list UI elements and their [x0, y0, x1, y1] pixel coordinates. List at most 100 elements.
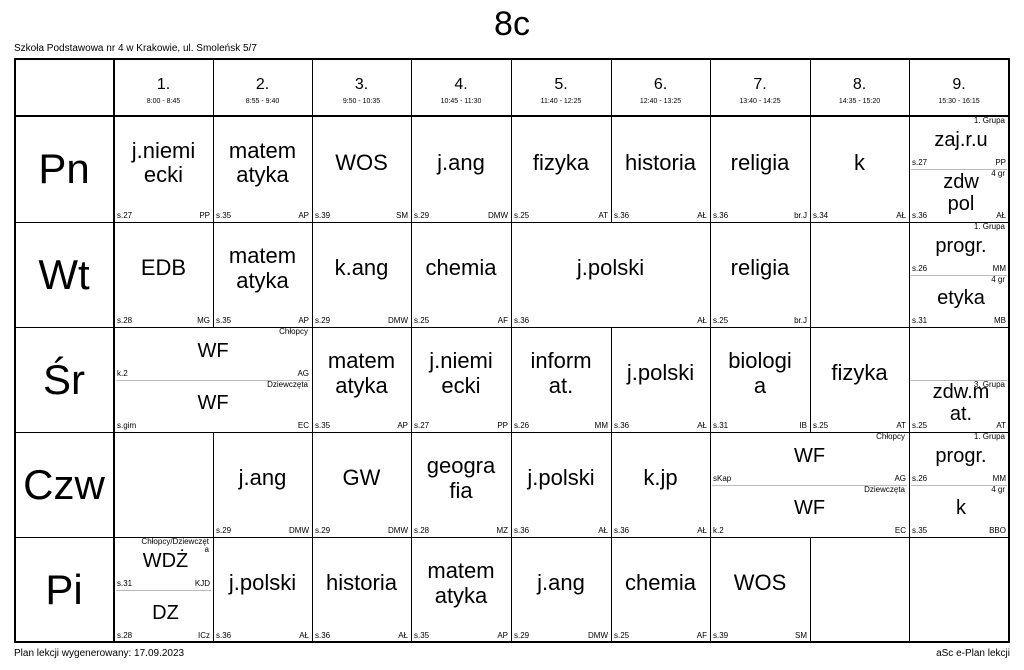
- lesson-cell[interactable]: WF Dziewczęta s.gim EC: [114, 380, 312, 432]
- lesson-subject: WF: [793, 444, 826, 467]
- lesson-room: s.36: [614, 211, 630, 220]
- lesson-room: s.36: [912, 211, 928, 220]
- grid-line: [909, 327, 910, 432]
- lesson-room: s.36: [216, 631, 232, 640]
- lesson-cell[interactable]: etyka 4 gr s.31 MB: [909, 275, 1009, 327]
- lesson-teacher: MM: [992, 474, 1006, 483]
- lesson-cell[interactable]: j.ang s.29 DMW: [213, 432, 312, 537]
- lesson-cell[interactable]: matem atyka s.35 AP: [213, 222, 312, 327]
- lesson-room: s.29: [315, 316, 331, 325]
- lesson-cell[interactable]: chemia s.25 AF: [611, 537, 710, 642]
- lesson-room: s.36: [514, 526, 530, 535]
- lesson-room: s.25: [912, 421, 928, 430]
- lesson-cell[interactable]: k 4 gr s.35 BBO: [909, 485, 1009, 537]
- lesson-cell[interactable]: DZ s.28 ICz: [114, 590, 213, 642]
- lesson-teacher: EC: [297, 421, 309, 430]
- lesson-subject: historia: [625, 149, 696, 175]
- lesson-subject: historia: [326, 570, 397, 596]
- lesson-cell[interactable]: fizyka s.25 AT: [810, 327, 909, 432]
- grid-line: [1008, 58, 1010, 642]
- lesson-teacher: MB: [994, 316, 1006, 325]
- lesson-room: s.36: [614, 421, 630, 430]
- period-number: 7.: [753, 76, 767, 93]
- lesson-cell[interactable]: k s.34 AŁ: [810, 116, 909, 222]
- lesson-cell[interactable]: j.niemi ecki s.27 PP: [411, 327, 511, 432]
- lesson-cell[interactable]: progr. 1. Grupa s.26 MM: [909, 432, 1009, 485]
- lesson-cell[interactable]: religia s.36 br.J: [710, 116, 810, 222]
- period-time: 10:45 - 11:30: [440, 98, 482, 105]
- period-header-1: 1. 8:00 - 8:45: [114, 58, 213, 116]
- lesson-cell[interactable]: geogra fia s.28 MZ: [411, 432, 511, 537]
- lesson-teacher: EC: [894, 526, 906, 535]
- day-label-Pi: Pi: [45, 565, 83, 613]
- lesson-subject: j.niemi ecki: [131, 137, 196, 187]
- lesson-group: 3. Grupa: [973, 380, 1005, 389]
- lesson-cell[interactable]: j.ang s.29 DMW: [511, 537, 611, 642]
- period-header-7: 7. 13:40 - 14:25: [710, 58, 810, 116]
- lesson-cell[interactable]: matem atyka s.35 AP: [213, 116, 312, 222]
- lesson-cell[interactable]: WOS s.39 SM: [312, 116, 411, 222]
- lesson-teacher: AP: [497, 631, 508, 640]
- lesson-cell[interactable]: progr. 1. Grupa s.26 MM: [909, 222, 1009, 275]
- grid-line: [611, 58, 612, 116]
- lesson-cell[interactable]: EDB s.28 MG: [114, 222, 213, 327]
- lesson-cell[interactable]: WF Chłopcy k.2 AG: [114, 327, 312, 380]
- lesson-cell[interactable]: matem atyka s.35 AP: [312, 327, 411, 432]
- lesson-cell[interactable]: zdw pol 4 gr s.36 AŁ: [909, 169, 1009, 222]
- split-line: [911, 275, 1007, 276]
- lesson-room: s.25: [713, 316, 729, 325]
- period-number: 4.: [454, 76, 468, 93]
- lesson-subject: fizyka: [532, 149, 590, 175]
- lesson-cell[interactable]: k.ang s.29 DMW: [312, 222, 411, 327]
- lesson-cell[interactable]: WF Dziewczęta k.2 EC: [710, 485, 909, 537]
- grid-line: [710, 327, 711, 432]
- grid-line: [611, 327, 612, 432]
- lesson-teacher: br.J: [794, 211, 807, 220]
- lesson-cell[interactable]: j.polski s.36 AŁ: [511, 222, 710, 327]
- lesson-subject: DZ: [152, 602, 179, 624]
- lesson-cell[interactable]: j.ang s.29 DMW: [411, 116, 511, 222]
- lesson-teacher: DMW: [588, 631, 608, 640]
- lesson-cell[interactable]: j.polski s.36 AŁ: [511, 432, 611, 537]
- grid-line: [213, 537, 214, 642]
- grid-line: [312, 537, 313, 642]
- lesson-cell[interactable]: matem atyka s.35 AP: [411, 537, 511, 642]
- lesson-teacher: AŁ: [996, 211, 1006, 220]
- lesson-room: s.36: [514, 316, 530, 325]
- lesson-cell[interactable]: historia s.36 AŁ: [611, 116, 710, 222]
- lesson-room: s.39: [713, 631, 729, 640]
- lesson-cell[interactable]: WF Chłopcy sKap AG: [710, 432, 909, 485]
- lesson-teacher: AG: [894, 474, 906, 483]
- lesson-subject: progr.: [935, 444, 987, 467]
- lesson-cell[interactable]: WOS s.39 SM: [710, 537, 810, 642]
- lesson-room: k.2: [713, 526, 724, 535]
- lesson-subject: k.ang: [334, 255, 389, 281]
- lesson-cell[interactable]: fizyka s.25 AT: [511, 116, 611, 222]
- lesson-cell[interactable]: historia s.36 AŁ: [312, 537, 411, 642]
- lesson-cell[interactable]: k.jp s.36 AŁ: [611, 432, 710, 537]
- lesson-subject: WF: [793, 497, 826, 519]
- lesson-cell[interactable]: zdw.m at. 3. Grupa s.25 AT: [909, 380, 1009, 432]
- lesson-teacher: br.J: [794, 316, 807, 325]
- lesson-room: sKap: [713, 474, 732, 483]
- lesson-cell[interactable]: inform at. s.26 MM: [511, 327, 611, 432]
- lesson-cell[interactable]: j.polski s.36 AŁ: [611, 327, 710, 432]
- lesson-cell[interactable]: zaj.r.u 1. Grupa s.27 PP: [909, 116, 1009, 169]
- lesson-subject: j.polski: [228, 570, 297, 596]
- lesson-cell[interactable]: chemia s.25 AF: [411, 222, 511, 327]
- grid-line: [411, 327, 412, 432]
- grid-line: [710, 58, 711, 116]
- lesson-group: 4 gr: [991, 485, 1005, 494]
- lesson-cell[interactable]: WDŻ Chłopcy/Dziewczęt a s.31 KJD: [114, 537, 213, 590]
- lesson-cell[interactable]: GW s.29 DMW: [312, 432, 411, 537]
- grid-line: [213, 432, 214, 537]
- lesson-room: s.28: [414, 526, 430, 535]
- lesson-subject: chemia: [425, 255, 497, 281]
- lesson-group: 1. Grupa: [973, 222, 1005, 231]
- lesson-cell[interactable]: j.niemi ecki s.27 PP: [114, 116, 213, 222]
- lesson-cell[interactable]: biologi a s.31 IB: [710, 327, 810, 432]
- lesson-cell[interactable]: religia s.25 br.J: [710, 222, 810, 327]
- lesson-cell[interactable]: j.polski s.36 AŁ: [213, 537, 312, 642]
- grid-line: [909, 116, 910, 222]
